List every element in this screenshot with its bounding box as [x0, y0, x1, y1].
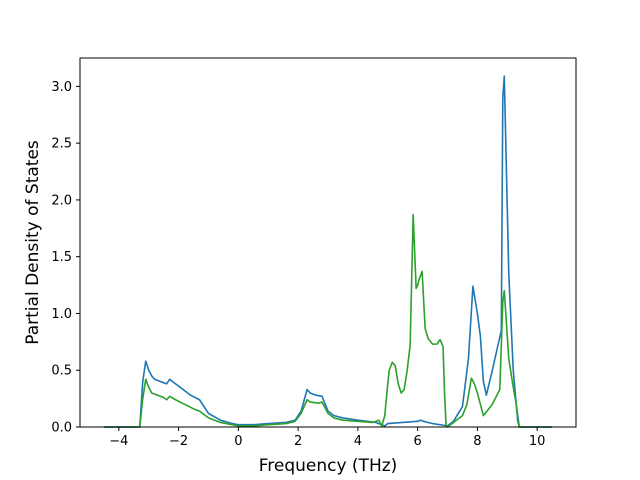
x-tick-label: 10 — [529, 434, 546, 449]
y-tick-label: 1.5 — [51, 250, 72, 265]
y-tick-label: 3.0 — [51, 80, 72, 95]
x-tick-label: 8 — [473, 434, 481, 449]
x-tick-label: −4 — [109, 434, 128, 449]
series-layer — [103, 75, 553, 428]
x-tick-label: 6 — [413, 434, 421, 449]
y-tick-label: 0.0 — [51, 421, 72, 436]
y-axis-label: Partial Density of States — [23, 140, 43, 345]
x-tick-label: 2 — [294, 434, 302, 449]
x-tick-label: 4 — [354, 434, 362, 449]
y-tick-label: 1.0 — [51, 307, 72, 322]
y-tick-label: 0.5 — [51, 364, 72, 379]
plot-area — [79, 57, 577, 428]
series-line-1 — [103, 75, 553, 428]
x-tick-label: −2 — [169, 434, 188, 449]
x-tick-label: 0 — [234, 434, 242, 449]
x-axis: −4 −2 0 2 4 6 8 10 — [109, 427, 545, 449]
y-axis: 0.0 0.5 1.0 1.5 2.0 2.5 3.0 — [51, 80, 80, 436]
y-tick-label: 2.0 — [51, 193, 72, 208]
series-line-2 — [103, 213, 553, 428]
axes-frame — [79, 57, 577, 428]
y-tick-label: 2.5 — [51, 137, 72, 152]
x-axis-label: Frequency (THz) — [259, 456, 398, 476]
